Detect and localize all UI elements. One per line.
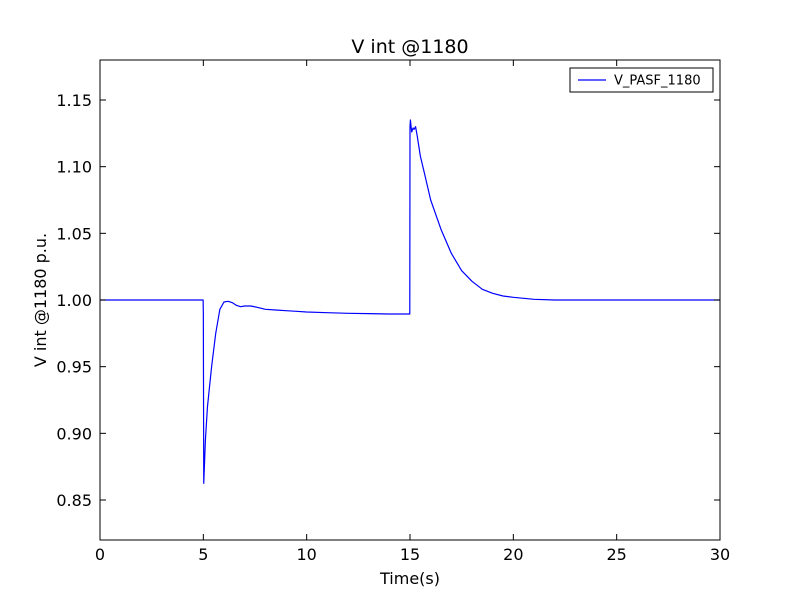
y-tick-label: 0.95 bbox=[56, 358, 92, 377]
y-tick-label: 0.90 bbox=[56, 424, 92, 443]
x-axis-label: Time(s) bbox=[379, 569, 440, 588]
y-tick-label: 0.85 bbox=[56, 491, 92, 510]
x-tick-label: 5 bbox=[198, 545, 208, 564]
x-tick-label: 10 bbox=[296, 545, 316, 564]
y-axis: 0.85 0.90 0.95 1.00 1.05 1.10 1.15 bbox=[56, 91, 720, 510]
x-axis: 0 5 10 15 20 25 30 bbox=[95, 60, 730, 564]
series-layer bbox=[100, 119, 720, 484]
x-tick-label: 25 bbox=[606, 545, 626, 564]
x-tick-label: 20 bbox=[503, 545, 523, 564]
legend: V_PASF_1180 bbox=[569, 67, 714, 93]
x-tick-label: 30 bbox=[710, 545, 730, 564]
y-tick-label: 1.00 bbox=[56, 291, 92, 310]
series-line bbox=[100, 119, 720, 484]
y-tick-label: 1.15 bbox=[56, 91, 92, 110]
y-tick-label: 1.05 bbox=[56, 224, 92, 243]
y-tick-label: 1.10 bbox=[56, 158, 92, 177]
x-tick-label: 0 bbox=[95, 545, 105, 564]
x-tick-label: 15 bbox=[400, 545, 420, 564]
y-axis-label: V int @1180 p.u. bbox=[31, 233, 50, 367]
legend-label: V_PASF_1180 bbox=[614, 74, 701, 89]
chart-title: V int @1180 bbox=[351, 36, 468, 58]
